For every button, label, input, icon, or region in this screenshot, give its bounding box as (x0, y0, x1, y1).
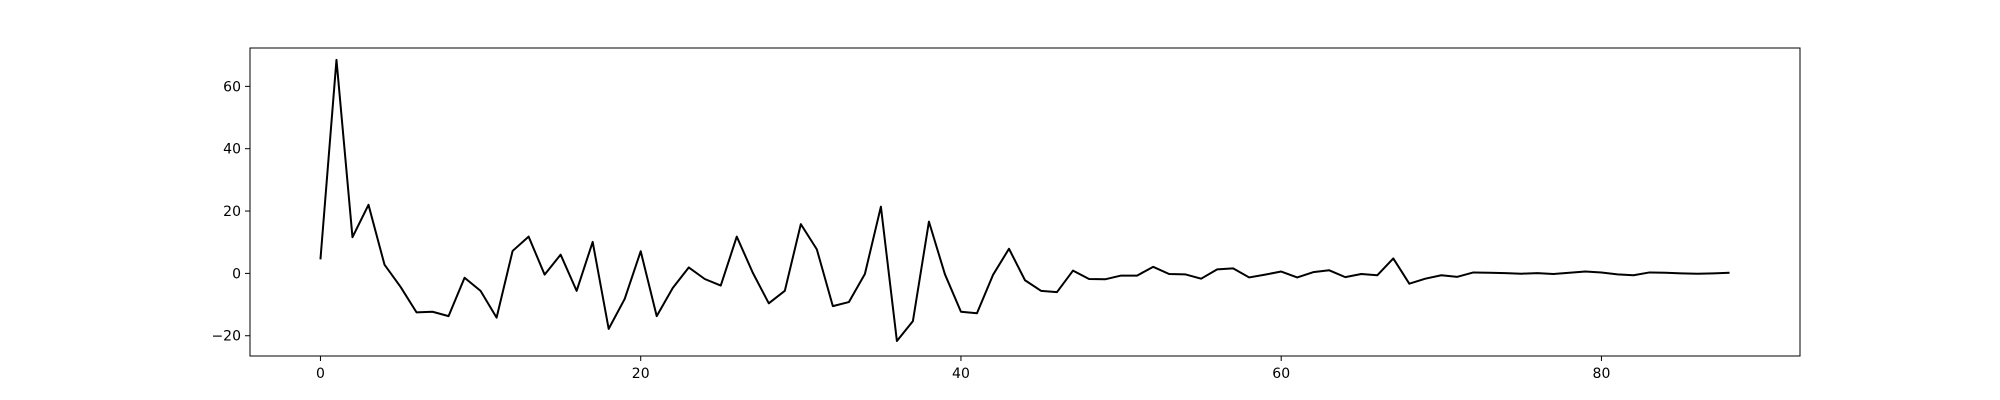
x-tick-label: 80 (1593, 366, 1611, 382)
plot-frame (249, 47, 1801, 357)
y-tick-label: 0 (232, 266, 241, 282)
y-tick-label: −20 (211, 329, 241, 345)
y-tick-label: 60 (223, 79, 241, 95)
x-tick-label: 60 (1272, 366, 1290, 382)
series-layer (319, 58, 1730, 343)
series-line (319, 58, 1730, 343)
y-tick-label: 40 (223, 142, 241, 158)
ticks-layer: 0 20 40 60 80 −20 0 20 40 60 (211, 79, 1610, 382)
x-tick-label: 20 (632, 366, 650, 382)
x-tick-label: 0 (316, 366, 325, 382)
y-tick-label: 20 (223, 204, 241, 220)
x-tick-label: 40 (952, 366, 970, 382)
